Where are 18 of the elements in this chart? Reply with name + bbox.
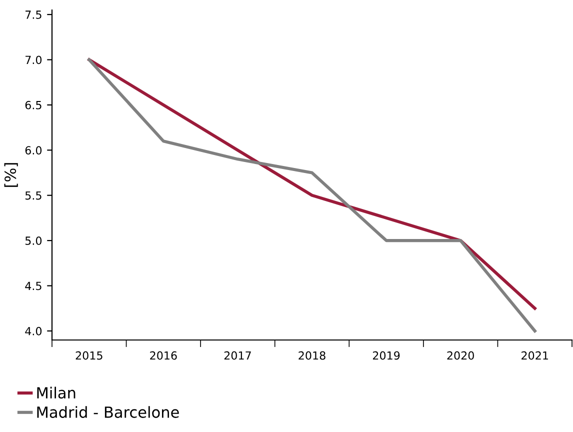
- x-tick-label: 2017: [224, 351, 251, 360]
- x-tick-label: 2015: [76, 351, 102, 360]
- x-tick-label: 2018: [298, 351, 326, 360]
- y-tick-label: 5.5: [25, 191, 42, 200]
- y-tick-label: 7.5: [26, 10, 42, 19]
- y-tick-label: 4.0: [25, 326, 42, 336]
- x-tick-label: 2021: [522, 351, 548, 360]
- y-tick-label: 5.0: [25, 236, 42, 245]
- y-axis-title: [%]: [4, 163, 18, 187]
- y-tick-label: 7.0: [26, 56, 42, 64]
- legend-label: Milan: [37, 386, 76, 399]
- legend-label: Madrid - Barcelone: [37, 406, 179, 418]
- x-tick-label: 2016: [150, 351, 177, 360]
- y-tick-label: 6.5: [25, 100, 42, 110]
- y-tick-label: 6.0: [25, 146, 42, 155]
- y-tick-label: 4.5: [25, 282, 42, 290]
- x-tick-label: 2019: [372, 351, 400, 360]
- x-tick-label: 2020: [447, 351, 474, 360]
